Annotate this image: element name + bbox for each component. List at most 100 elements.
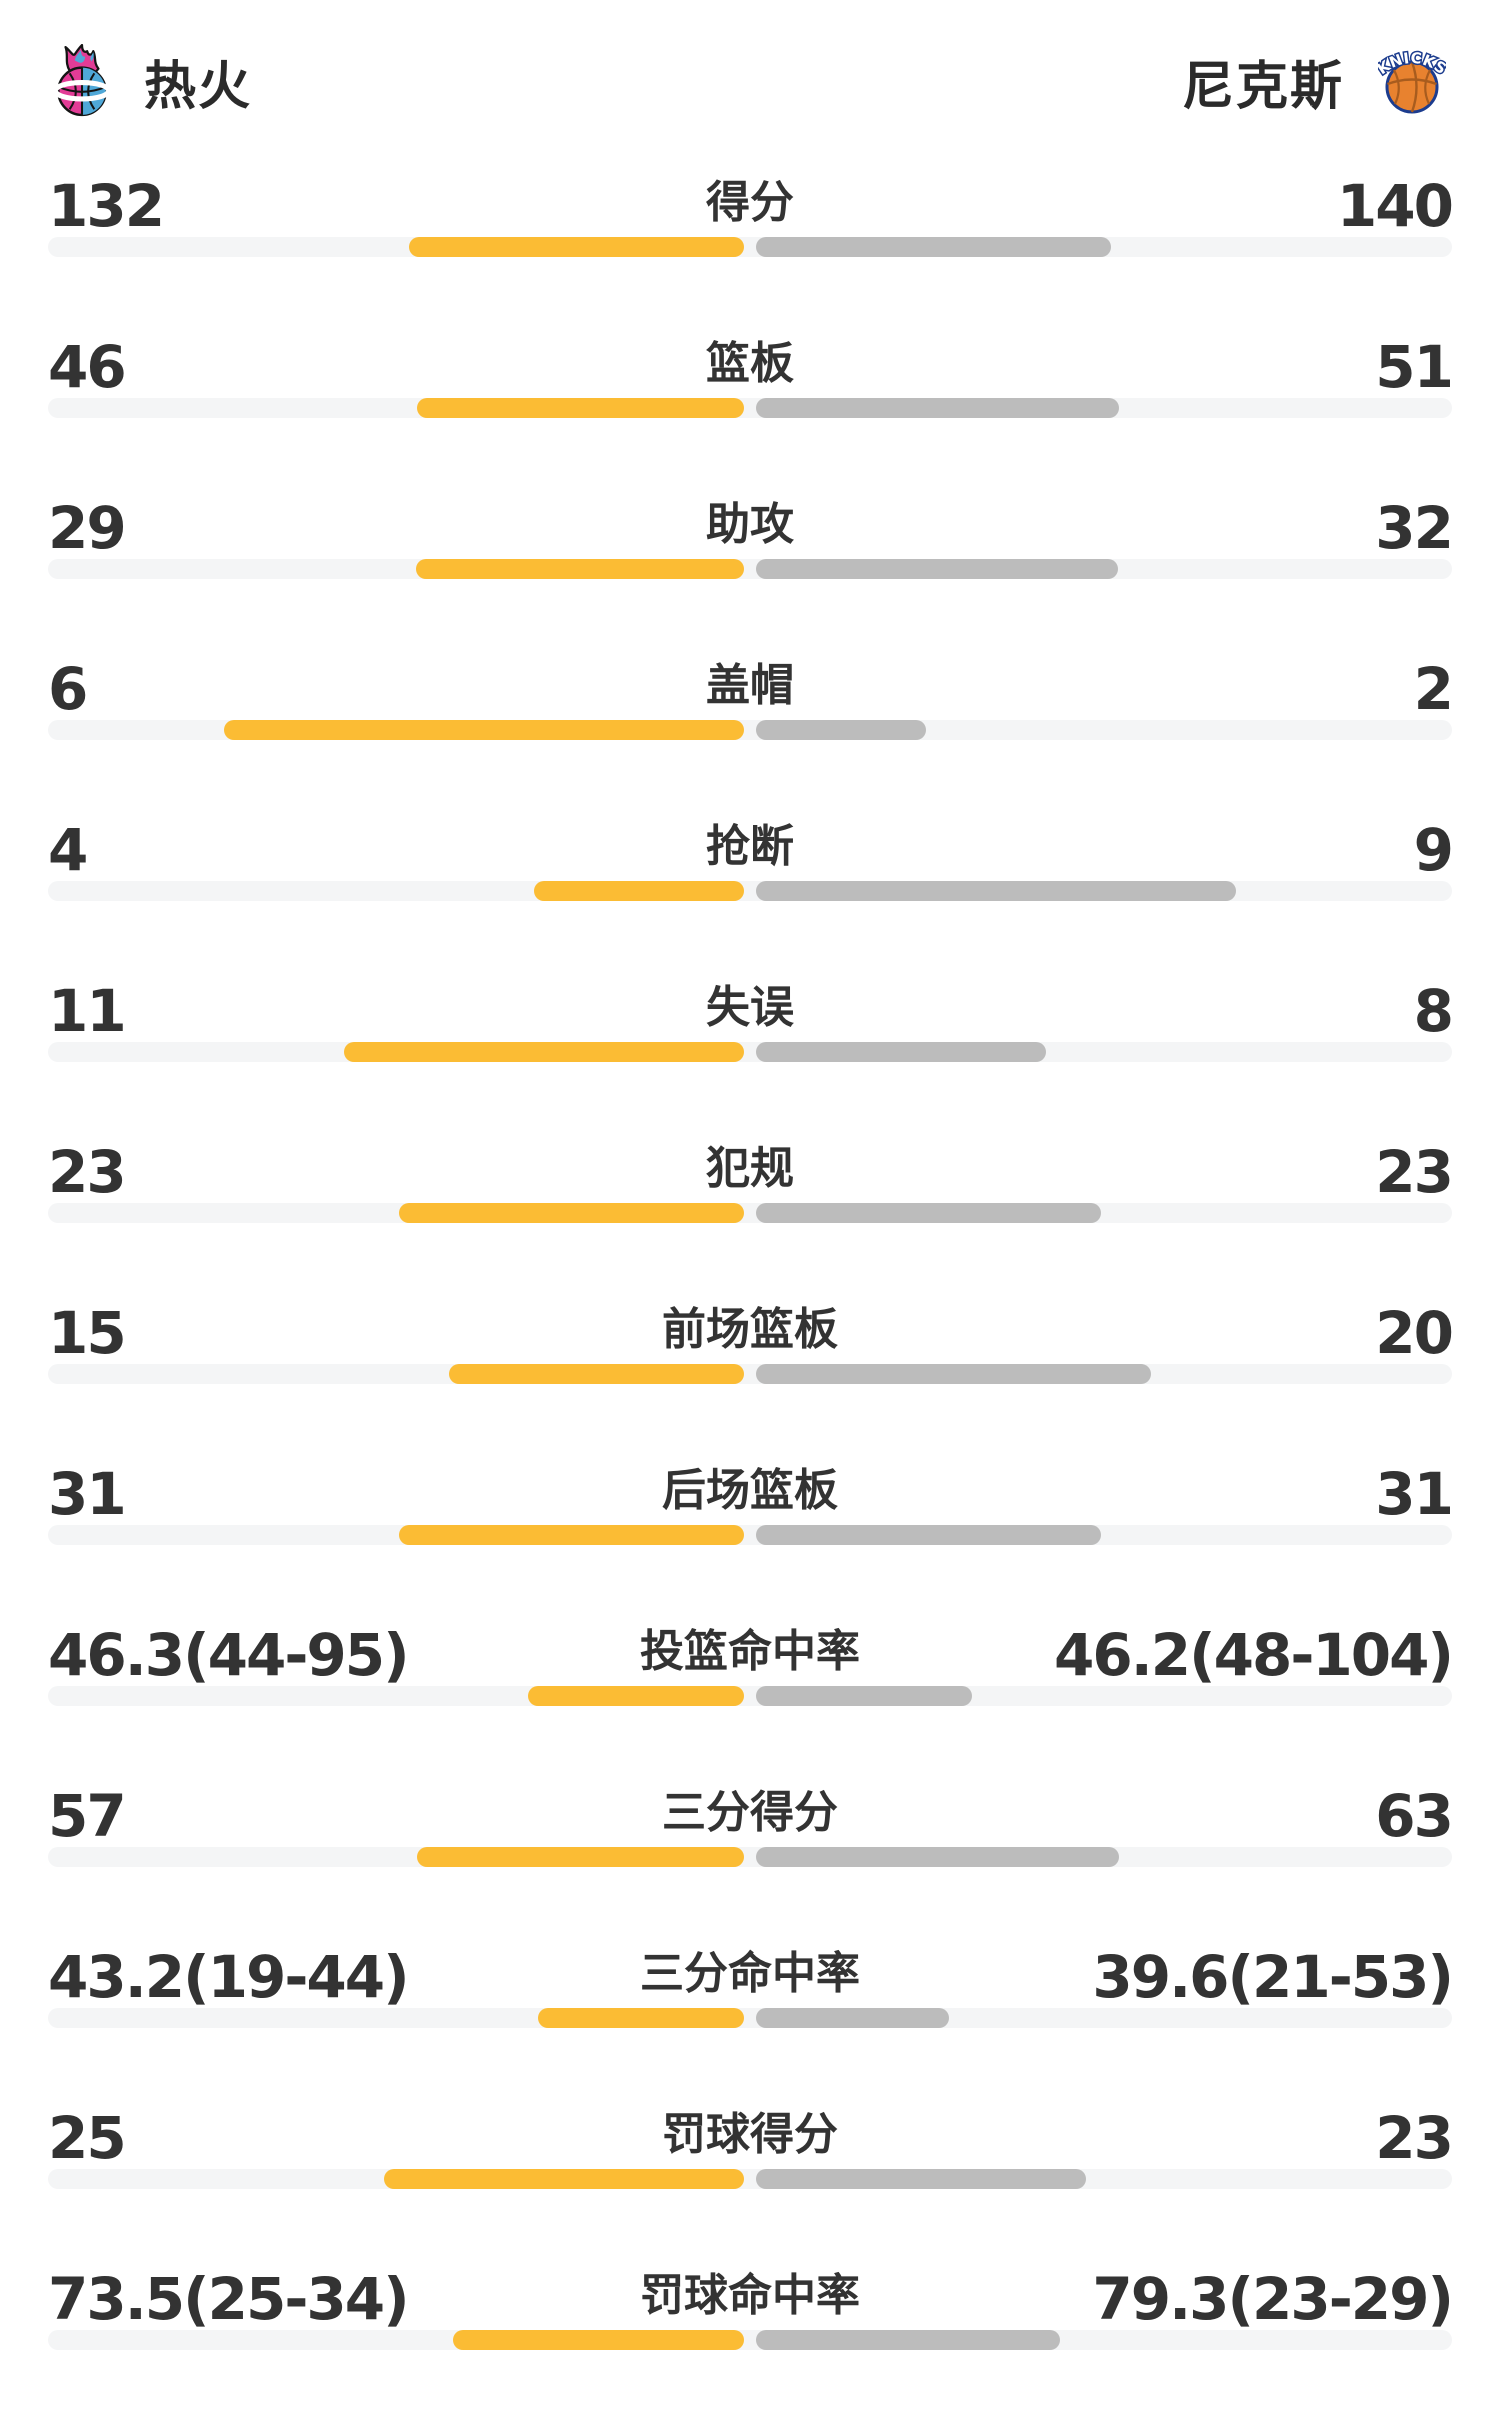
stat-row: 132 得分 140 [48, 172, 1454, 336]
away-bar-fill [756, 1042, 1046, 1062]
away-bar-fill [756, 2008, 950, 2028]
home-stat-value: 73.5(25-34) [48, 2265, 410, 2333]
away-bar-fill [756, 1847, 1119, 1867]
stat-label: 得分 [706, 177, 794, 228]
team-away[interactable]: 尼克斯 KNICKS [1182, 44, 1446, 119]
stat-label: 失误 [706, 982, 794, 1033]
home-bar-fill [409, 237, 744, 257]
stats-list: 132 得分 140 46 篮板 51 29 助攻 [48, 172, 1454, 2429]
away-bar-fill [756, 1364, 1152, 1384]
stat-row: 73.5(25-34) 罚球命中率 79.3(23-29) [48, 2265, 1454, 2429]
home-bar-fill [416, 559, 744, 579]
stat-bar-track [48, 559, 1452, 579]
home-stat-value: 46 [48, 333, 127, 401]
away-stat-value: 140 [1336, 172, 1454, 240]
stat-bar-track [48, 1364, 1452, 1384]
home-stat-value: 31 [48, 1460, 127, 1528]
home-stat-value: 132 [48, 172, 165, 240]
away-stat-value: 8 [1413, 977, 1454, 1045]
away-bar-fill [756, 1686, 972, 1706]
away-stat-value: 51 [1375, 333, 1454, 401]
stat-row: 25 罚球得分 23 [48, 2104, 1454, 2268]
home-stat-value: 57 [48, 1782, 127, 1850]
home-bar-fill [343, 1042, 744, 1062]
home-stat-value: 11 [48, 977, 127, 1045]
stat-row: 23 犯规 23 [48, 1138, 1454, 1302]
away-stat-value: 20 [1375, 1299, 1454, 1367]
home-stat-value: 29 [48, 494, 127, 562]
home-stat-value: 15 [48, 1299, 127, 1367]
home-bar-fill [399, 1525, 744, 1545]
stat-label: 后场篮板 [662, 1465, 838, 1516]
stat-bar-track [48, 237, 1452, 257]
stat-bar-track [48, 2330, 1452, 2350]
stat-bar-track [48, 1203, 1452, 1223]
stat-label: 前场篮板 [662, 1304, 838, 1355]
home-team-name: 热火 [144, 56, 253, 117]
home-stat-value: 4 [48, 816, 88, 884]
home-bar-fill [534, 881, 744, 901]
stat-row: 6 盖帽 2 [48, 655, 1454, 819]
knicks-logo-icon: KNICKS [1378, 48, 1446, 114]
stat-label: 抢断 [706, 821, 794, 872]
stat-row: 15 前场篮板 20 [48, 1299, 1454, 1463]
stat-row: 57 三分得分 63 [48, 1782, 1454, 1946]
home-bar-fill [452, 2330, 744, 2350]
away-bar-fill [756, 237, 1112, 257]
stat-row: 29 助攻 32 [48, 494, 1454, 658]
stat-label: 罚球得分 [662, 2109, 838, 2160]
home-stat-value: 25 [48, 2104, 127, 2172]
home-stat-value: 23 [48, 1138, 127, 1206]
stat-label: 罚球命中率 [640, 2270, 860, 2321]
stat-row: 43.2(19-44) 三分命中率 39.6(21-53) [48, 1943, 1454, 2107]
stat-bar-track [48, 881, 1452, 901]
away-stat-value: 63 [1375, 1782, 1454, 1850]
stat-label: 篮板 [706, 338, 794, 389]
away-bar-fill [756, 1203, 1101, 1223]
stat-row: 11 失误 8 [48, 977, 1454, 1141]
home-stat-value: 43.2(19-44) [48, 1943, 410, 2011]
stat-bar-track [48, 720, 1452, 740]
stat-row: 46.3(44-95) 投篮命中率 46.2(48-104) [48, 1621, 1454, 1785]
stat-bar-track [48, 398, 1452, 418]
away-stat-value: 9 [1413, 816, 1454, 884]
stat-label: 助攻 [706, 499, 794, 550]
team-home[interactable]: 热火 [54, 44, 252, 119]
away-stat-value: 39.6(21-53) [1092, 1943, 1454, 2011]
stat-label: 犯规 [706, 1143, 794, 1194]
away-stat-value: 23 [1375, 2104, 1454, 2172]
stat-row: 46 篮板 51 [48, 333, 1454, 497]
away-bar-fill [756, 559, 1119, 579]
stat-bar-track [48, 2169, 1452, 2189]
away-stat-value: 23 [1375, 1138, 1454, 1206]
home-bar-fill [538, 2008, 744, 2028]
away-bar-fill [756, 2330, 1061, 2350]
away-bar-fill [756, 720, 926, 740]
away-bar-fill [756, 881, 1236, 901]
stat-bar-track [48, 1525, 1452, 1545]
home-bar-fill [399, 1203, 744, 1223]
away-stat-value: 31 [1375, 1460, 1454, 1528]
away-stat-value: 2 [1413, 655, 1454, 723]
away-bar-fill [756, 2169, 1087, 2189]
home-bar-fill [449, 1364, 744, 1384]
stat-bar-track [48, 2008, 1452, 2028]
stat-bar-track [48, 1042, 1452, 1062]
away-stat-value: 32 [1375, 494, 1454, 562]
stat-label: 投篮命中率 [640, 1626, 860, 1677]
away-stat-value: 79.3(23-29) [1092, 2265, 1454, 2333]
home-stat-value: 6 [48, 655, 88, 723]
heat-logo-icon [54, 44, 110, 117]
away-bar-fill [756, 398, 1120, 418]
away-stat-value: 46.2(48-104) [1054, 1621, 1454, 1689]
stat-row: 4 抢断 9 [48, 816, 1454, 980]
home-stat-value: 46.3(44-95) [48, 1621, 410, 1689]
stat-bar-track [48, 1686, 1452, 1706]
away-team-name: 尼克斯 [1181, 56, 1344, 117]
home-bar-fill [223, 720, 744, 740]
stat-label: 三分命中率 [640, 1948, 860, 1999]
match-header: 热火 尼克斯 KNICKS [54, 44, 1446, 119]
stat-label: 盖帽 [706, 660, 794, 711]
stat-bar-track [48, 1847, 1452, 1867]
